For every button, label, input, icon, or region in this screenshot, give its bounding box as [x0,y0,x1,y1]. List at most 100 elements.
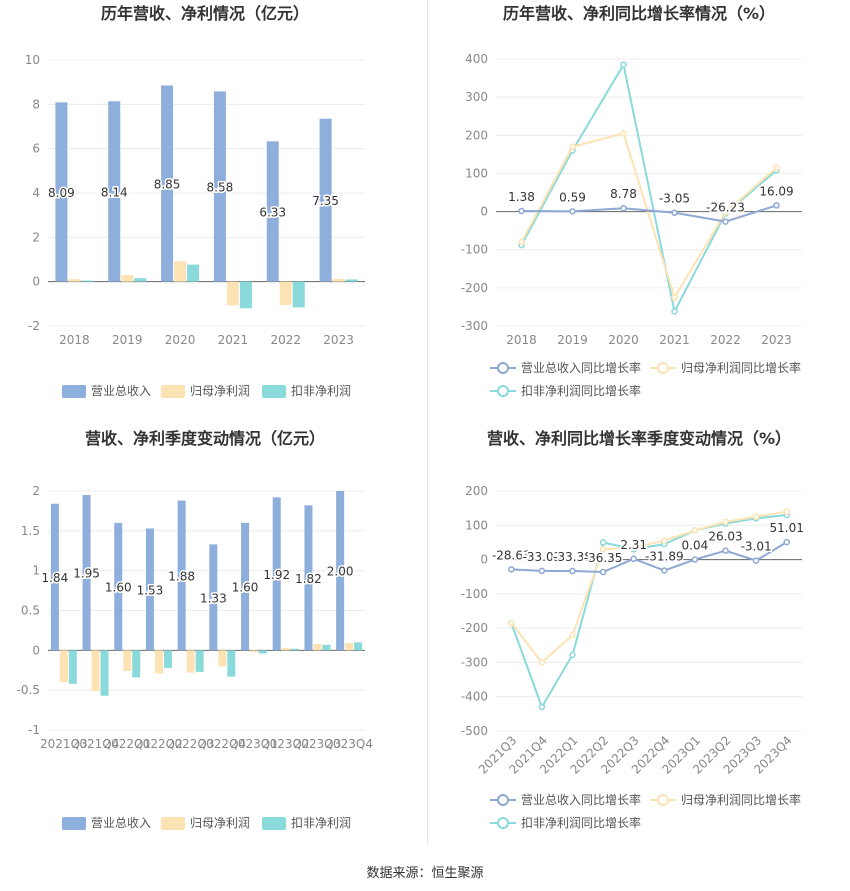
data-point[interactable] [620,204,627,212]
data-point[interactable] [620,61,627,68]
bar[interactable] [218,650,227,667]
legend-item[interactable]: 营业总收入同比增长率 [490,360,641,375]
bar[interactable] [292,281,305,308]
bar[interactable] [304,505,313,651]
data-point[interactable] [691,556,699,563]
bar[interactable] [134,278,147,282]
bar[interactable] [195,650,204,672]
bar[interactable] [187,264,200,282]
data-point[interactable] [773,164,780,171]
bar[interactable] [50,503,59,651]
data-point[interactable] [661,567,668,574]
bar[interactable] [266,141,279,282]
bar[interactable] [108,101,121,282]
bar[interactable] [55,102,68,282]
bar[interactable] [319,118,332,282]
bar[interactable] [177,500,186,651]
data-point[interactable] [661,537,668,544]
data-point[interactable] [722,518,729,526]
data-point[interactable] [569,631,576,639]
bar[interactable] [213,91,226,282]
bar[interactable] [227,650,236,677]
legend-item[interactable]: 营业总收入 [62,816,151,830]
bar[interactable] [322,644,331,651]
bar[interactable] [345,643,354,651]
bar[interactable] [161,85,174,282]
data-point[interactable] [508,619,515,627]
bar[interactable] [174,261,187,282]
data-point[interactable] [599,539,607,546]
data-point[interactable] [569,651,576,659]
data-point[interactable] [538,703,546,711]
legend-marker [657,362,669,374]
data-point[interactable] [752,513,760,520]
data-point[interactable] [783,508,790,515]
legend-item[interactable]: 扣非净利润 [262,816,351,830]
data-point[interactable] [630,555,637,563]
data-point[interactable] [671,308,678,315]
bar[interactable] [226,281,239,306]
bar[interactable] [336,491,345,651]
legend-item[interactable]: 归母净利润 [161,384,250,398]
legend-item[interactable]: 归母净利润同比增长率 [650,360,801,375]
bar[interactable] [68,279,81,282]
legend-item[interactable]: 扣非净利润同比增长率 [490,383,641,398]
bar[interactable] [332,279,345,282]
bar[interactable] [81,280,94,282]
data-point[interactable] [518,238,525,246]
legend-item[interactable]: 扣非净利润 [262,384,351,398]
data-point[interactable] [599,568,607,576]
bar[interactable] [281,647,290,651]
bar[interactable] [145,528,154,651]
bar[interactable] [91,650,100,691]
bar[interactable] [250,650,259,652]
bar[interactable] [100,650,109,696]
data-point[interactable] [508,566,515,573]
legend-item[interactable]: 归母净利润 [161,816,250,830]
bar[interactable] [354,642,363,651]
bar[interactable] [114,522,123,651]
legend-item[interactable]: 归母净利润同比增长率 [650,792,801,807]
bar[interactable] [259,650,268,654]
bar[interactable] [313,643,322,651]
data-point[interactable] [569,208,576,215]
data-point[interactable] [752,557,760,564]
legend-item[interactable]: 营业总收入 [62,384,151,398]
data-point[interactable] [620,130,627,137]
data-point[interactable] [722,209,729,216]
bar[interactable] [132,650,141,678]
bar[interactable] [241,522,250,651]
bar[interactable] [345,279,358,282]
legend-item[interactable]: 营业总收入同比增长率 [490,792,641,807]
bar[interactable] [279,281,292,305]
data-point[interactable] [691,527,699,534]
data-point[interactable] [773,202,780,209]
data-point[interactable] [783,538,790,546]
bar[interactable] [123,650,132,672]
bar[interactable] [209,544,218,651]
bar[interactable] [163,650,172,668]
data-point[interactable] [599,546,607,553]
data-point[interactable] [538,659,546,666]
bar[interactable] [154,650,163,674]
data-point[interactable] [518,207,525,215]
data-point[interactable] [569,143,576,150]
data-point[interactable] [630,544,637,551]
legend-label: 归母净利润同比增长率 [681,792,801,807]
data-point[interactable] [671,209,678,216]
bar[interactable] [239,281,252,309]
bar[interactable] [68,650,77,684]
data-point[interactable] [722,547,729,554]
bar[interactable] [290,648,299,651]
data-point[interactable] [569,567,576,575]
bar[interactable] [272,497,281,651]
bar[interactable] [121,275,134,282]
bar[interactable] [186,650,195,673]
legend-item[interactable]: 扣非净利润同比增长率 [490,815,641,830]
data-point[interactable] [538,567,546,575]
data-point[interactable] [671,294,678,301]
data-point[interactable] [722,218,729,225]
bar[interactable] [59,650,68,683]
bar[interactable] [82,494,91,651]
x-tick-label: 2022Q1 [103,737,151,751]
